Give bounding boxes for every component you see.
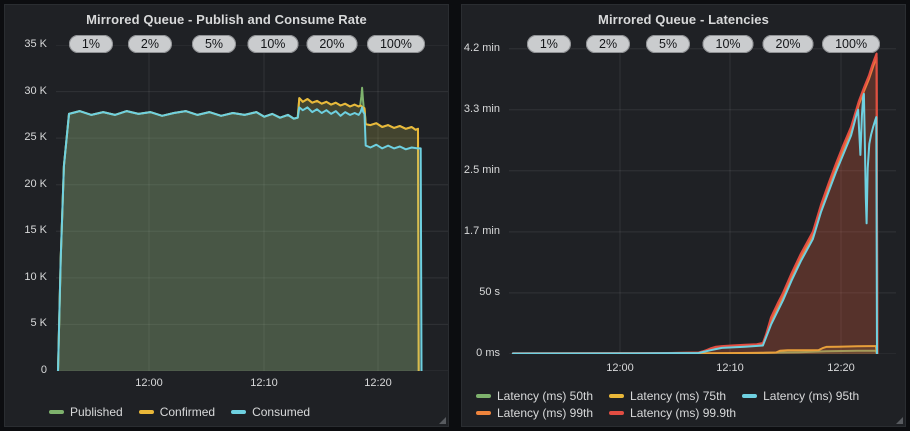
x-axis-tick-label: 12:00 xyxy=(135,377,163,389)
series-fill-latency-ms-99.9th xyxy=(512,53,878,354)
y-axis-tick-label: 50 s xyxy=(479,285,500,298)
annotation-pill-10pct[interactable]: 10% xyxy=(247,35,299,53)
legend-label: Latency (ms) 95th xyxy=(763,389,860,403)
y-axis-tick-label: 10 K xyxy=(24,270,47,283)
legend-label: Latency (ms) 99.9th xyxy=(630,406,737,420)
annotation-pill-20pct[interactable]: 20% xyxy=(762,35,814,53)
series-fill-published xyxy=(58,87,419,371)
legend-label: Latency (ms) 75th xyxy=(630,389,727,403)
legend-color-swatch xyxy=(476,394,491,398)
panel-title-latencies[interactable]: Mirrored Queue - Latencies xyxy=(598,12,769,27)
chart-latencies-plot[interactable]: 0 ms 50 s 1.7 min 2.5 min 3.3 min 4.2 min 12:0… xyxy=(462,5,905,426)
panel-latencies: Mirrored Queue - Latencies 0 ms 50 s 1.7 m… xyxy=(461,4,906,427)
legend-color-swatch xyxy=(609,411,625,415)
legend-item-latency-ms-75th[interactable]: Latency (ms) 75th xyxy=(609,389,726,403)
annotation-pill-5pct[interactable]: 5% xyxy=(191,35,237,53)
annotation-pill-1pct[interactable]: 1% xyxy=(68,35,114,53)
legend-color-swatch xyxy=(231,410,247,414)
legend-item-latency-ms-50th[interactable]: Latency (ms) 50th xyxy=(476,389,593,403)
panel-resize-handle-icon[interactable] xyxy=(439,417,446,424)
legend-label: Confirmed xyxy=(159,405,216,419)
y-axis-tick-label: 4.2 min xyxy=(463,41,500,54)
y-axis-tick-label: 5 K xyxy=(30,317,47,330)
annotation-pill-1pct[interactable]: 1% xyxy=(526,35,571,53)
legend-item-published[interactable]: Published xyxy=(49,405,123,419)
legend-latencies: Latency (ms) 50th Latency (ms) 75th Latenc… xyxy=(476,389,901,420)
panel-title-publish-consume[interactable]: Mirrored Queue - Publish and Consume Rat… xyxy=(86,12,367,27)
chart-plot-area[interactable] xyxy=(509,45,896,354)
series-fill-latency-ms-75th xyxy=(512,346,877,354)
y-axis-tick-label: 35 K xyxy=(24,38,47,50)
annotation-pill-2pct[interactable]: 2% xyxy=(586,35,631,53)
annotation-pill-2pct[interactable]: 2% xyxy=(127,35,172,53)
legend-color-swatch xyxy=(138,410,154,414)
y-axis-tick-label: 3.3 min xyxy=(463,102,500,115)
legend-label: Latency (ms) 50th xyxy=(497,389,594,403)
legend-color-swatch xyxy=(476,411,491,415)
annotation-pill-10pct[interactable]: 10% xyxy=(702,35,754,53)
series-fill-latency-ms-99th xyxy=(512,57,878,354)
y-axis-tick-label: 1.7 min xyxy=(463,224,500,237)
annotation-pill-100pct[interactable]: 100% xyxy=(822,35,881,53)
legend-label: Published xyxy=(70,405,123,419)
legend-color-swatch xyxy=(609,394,625,398)
chart-plot-area[interactable] xyxy=(56,45,449,371)
x-axis-tick-label: 12:10 xyxy=(250,377,278,389)
series-line-latency-ms-75th xyxy=(511,345,878,354)
y-axis-tick-label: 0 ms xyxy=(476,347,500,359)
y-axis-tick-label: 2.5 min xyxy=(463,163,500,176)
legend-publish-consume: Published Confirmed Consumed xyxy=(49,405,448,419)
legend-color-swatch xyxy=(49,410,64,414)
legend-label: Latency (ms) 99th xyxy=(497,406,594,420)
y-axis-tick-label: 15 K xyxy=(24,224,47,237)
y-axis-tick-label: 25 K xyxy=(24,131,47,144)
annotation-pill-5pct[interactable]: 5% xyxy=(646,35,691,53)
annotation-pill-100pct[interactable]: 100% xyxy=(366,35,425,53)
panel-resize-handle-icon[interactable] xyxy=(896,417,903,424)
series-fill-confirmed xyxy=(58,98,419,371)
x-axis-tick-label: 12:20 xyxy=(364,377,392,389)
y-axis-tick-label: 30 K xyxy=(24,84,47,97)
y-axis-tick-label: 0 xyxy=(40,364,47,376)
legend-color-swatch xyxy=(742,394,758,398)
legend-item-latency-ms-95th[interactable]: Latency (ms) 95th xyxy=(742,389,859,403)
x-axis-tick-label: 12:20 xyxy=(827,362,855,374)
legend-label: Consumed xyxy=(252,405,311,419)
x-axis-tick-label: 12:10 xyxy=(716,362,744,374)
legend-item-latency-ms-99.9th[interactable]: Latency (ms) 99.9th xyxy=(609,406,736,420)
legend-item-consumed[interactable]: Consumed xyxy=(231,405,310,419)
panel-publish-consume-rate: Mirrored Queue - Publish and Consume Rat… xyxy=(4,4,449,427)
series-line-consumed xyxy=(57,106,423,371)
series-fill-consumed xyxy=(58,107,422,371)
legend-item-latency-ms-99th[interactable]: Latency (ms) 99th xyxy=(476,406,593,420)
y-axis-tick-label: 20 K xyxy=(24,177,47,190)
series-line-latency-ms-95th xyxy=(511,92,878,354)
x-axis-tick-label: 12:00 xyxy=(606,362,634,374)
annotation-pill-20pct[interactable]: 20% xyxy=(306,35,358,53)
chart-publish-consume-plot[interactable]: 0 5 K 10 K 15 K 20 K 25 K 30 K 35 K 12:00 12:10 12… xyxy=(5,5,448,426)
legend-item-confirmed[interactable]: Confirmed xyxy=(138,405,216,419)
